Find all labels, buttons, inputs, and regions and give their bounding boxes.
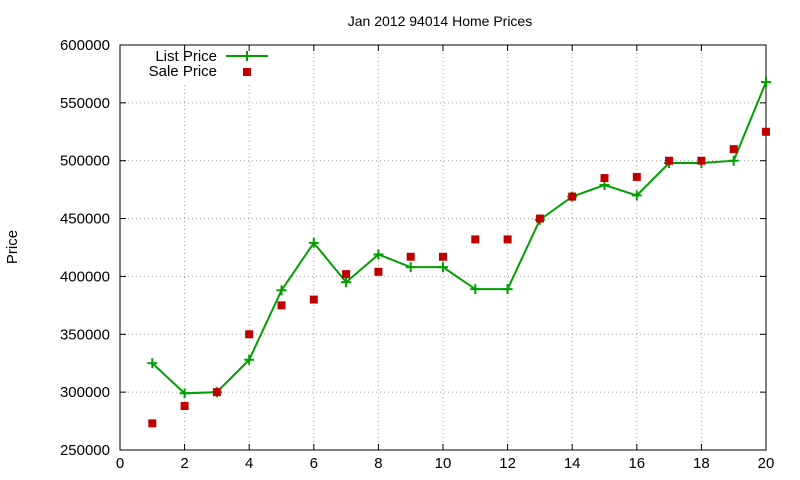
- sale-price-point: [762, 127, 770, 136]
- chart-title: Jan 2012 94014 Home Prices: [348, 13, 532, 29]
- sale-price-point: [697, 156, 706, 165]
- sale-price-point: [277, 301, 286, 310]
- y-tick-label: 400000: [60, 268, 110, 285]
- sale-price-point: [245, 330, 254, 339]
- grid: [120, 44, 766, 450]
- sale-price-point: [568, 192, 577, 201]
- list-price-point: [147, 358, 158, 369]
- x-tick-label: 2: [180, 455, 188, 472]
- list-price-point: [470, 284, 481, 295]
- sale-price-point: [439, 252, 447, 261]
- x-tick-label: 6: [310, 455, 318, 472]
- x-tick-label: 10: [435, 455, 452, 472]
- list-price-point: [308, 237, 319, 248]
- legend: List Price Sale Price: [149, 48, 268, 80]
- sale-price-point: [600, 174, 609, 183]
- y-tick-label: 500000: [60, 153, 110, 170]
- sale-price-point: [535, 214, 544, 223]
- x-tick-label: 20: [758, 455, 775, 472]
- legend-label-list-price: List Price: [155, 48, 217, 65]
- list-price-line: [151, 81, 767, 395]
- list-price-point: [341, 277, 352, 288]
- list-price-point: [276, 285, 287, 296]
- y-tick-label: 350000: [60, 326, 110, 343]
- y-tick-label: 450000: [60, 211, 110, 228]
- x-tick-label: 0: [116, 455, 124, 472]
- sale-price-point: [729, 145, 738, 154]
- x-tick-label: 4: [245, 455, 253, 472]
- series: [147, 77, 771, 428]
- legend-marker-list-price: [242, 51, 252, 61]
- sale-price-point: [148, 419, 157, 428]
- sale-price-point: [632, 172, 641, 181]
- sale-price-point: [665, 156, 674, 165]
- list-price-point: [761, 77, 771, 88]
- list-price-point: [179, 388, 190, 399]
- sale-price-point: [180, 402, 189, 411]
- legend-label-sale-price: Sale Price: [149, 63, 217, 80]
- sale-price-point: [342, 270, 351, 279]
- list-price-point: [405, 262, 416, 273]
- x-tick-label: 14: [564, 455, 581, 472]
- y-tick-label: 300000: [60, 384, 110, 401]
- y-axis-label: Price: [4, 230, 21, 264]
- y-tick-label: 600000: [60, 37, 110, 54]
- legend-background: [140, 44, 275, 82]
- x-tick-label: 12: [499, 455, 516, 472]
- list-price-point: [502, 284, 513, 295]
- sale-price-point: [374, 267, 383, 276]
- axis-ticks: 0 2 4 6 8 10 12 14 16 18 20 250000 300000 350000 40000…: [60, 37, 774, 472]
- legend-marker-sale-price: [243, 68, 251, 76]
- list-price-point: [728, 155, 739, 166]
- sale-price-point: [212, 388, 221, 397]
- x-tick-label: 18: [693, 455, 710, 472]
- list-price-point: [438, 262, 448, 273]
- x-tick-label: 8: [374, 455, 382, 472]
- sale-price-point: [309, 295, 318, 304]
- list-price-point: [373, 249, 384, 260]
- y-tick-label: 550000: [60, 95, 110, 112]
- list-price-point: [631, 190, 642, 201]
- list-price-point: [244, 354, 255, 365]
- x-tick-label: 16: [628, 455, 645, 472]
- sale-price-point: [406, 252, 415, 261]
- sale-price-point: [471, 235, 480, 244]
- sale-price-point: [503, 235, 512, 244]
- y-tick-label: 250000: [60, 442, 110, 459]
